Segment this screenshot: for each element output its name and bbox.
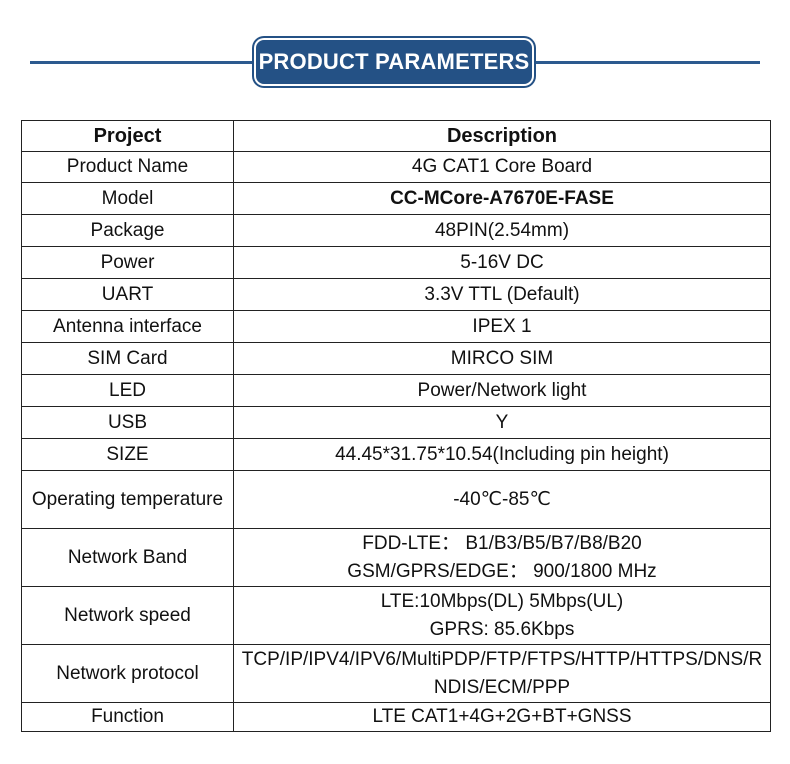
row-project-cell: SIM Card [21,342,234,375]
table-row: USB Y [21,406,771,439]
row-description-cell: TCP/IP/IPV4/IPV6/MultiPDP/FTP/FTPS/HTTP/… [233,644,771,703]
description-line: MIRCO SIM [450,347,554,369]
header-divider-left [30,61,262,64]
row-project-cell: Antenna interface [21,310,234,343]
row-description-cell: Power/Network light [233,374,771,407]
table-row: Antenna interface IPEX 1 [21,310,771,343]
row-description-cell: 4G CAT1 Core Board [233,151,771,183]
table-row: LED Power/Network light [21,374,771,407]
description-line: 4G CAT1 Core Board [411,156,593,177]
table-row: Model CC-MCore-A7670E-FASE [21,182,771,215]
description-line: Power/Network light [417,379,587,401]
table-row: UART 3.3V TTL (Default) [21,278,771,311]
row-description-cell: IPEX 1 [233,310,771,343]
description-line: -40℃-85℃ [453,488,551,510]
row-project-cell: USB [21,406,234,439]
description-line: GSM/GPRS/EDGE： 900/1800 MHz [347,560,657,582]
description-line: TCP/IP/IPV4/IPV6/MultiPDP/FTP/FTPS/HTTP/… [241,648,763,698]
description-line: 5-16V DC [460,251,544,273]
parameters-table: Project Description Product Name 4G CAT1 … [21,120,771,732]
row-description-cell: 48PIN(2.54mm) [233,214,771,247]
row-description-cell: Y [233,406,771,439]
description-line: CC-MCore-A7670E-FASE [390,187,614,209]
header-banner: PRODUCT PARAMETERS [256,40,532,84]
table-row: Power 5-16V DC [21,246,771,279]
table-header-row: Project Description [21,120,771,152]
row-description-cell: FDD-LTE： B1/B3/B5/B7/B8/B20 GSM/GPRS/EDGE… [233,528,771,587]
row-description-cell: CC-MCore-A7670E-FASE [233,182,771,215]
row-description-cell: LTE CAT1+4G+2G+BT+GNSS [233,702,771,732]
row-project-cell: Function [21,702,234,732]
row-project-cell: SIZE [21,438,234,471]
row-project-cell: Network speed [21,586,234,645]
table-row: Network Band FDD-LTE： B1/B3/B5/B7/B8/B20 G… [21,528,771,587]
table-body: Product Name 4G CAT1 Core Board Model CC-MC… [21,151,771,732]
table-row: Operating temperature -40℃-85℃ [21,470,771,529]
description-line: Y [495,411,509,433]
description-line: LTE:10Mbps(DL) 5Mbps(UL) [380,590,624,612]
row-project-cell: Network Band [21,528,234,587]
description-line: LTE CAT1+4G+2G+BT+GNSS [372,706,632,727]
description-line: FDD-LTE： B1/B3/B5/B7/B8/B20 [362,532,642,554]
description-line: GPRS: 85.6Kbps [429,618,575,640]
description-line: 44.45*31.75*10.54(Including pin height) [335,443,669,465]
table-row: Product Name 4G CAT1 Core Board [21,151,771,183]
row-project-cell: Model [21,182,234,215]
table-row: Network speed LTE:10Mbps(DL) 5Mbps(UL) GPR… [21,586,771,645]
row-project-cell: Operating temperature [21,470,234,529]
table-row: Network protocol TCP/IP/IPV4/IPV6/MultiPD… [21,644,771,703]
row-project-cell: Package [21,214,234,247]
description-line: 48PIN(2.54mm) [434,219,570,241]
row-project-cell: Power [21,246,234,279]
row-project-cell: UART [21,278,234,311]
page-title: PRODUCT PARAMETERS [258,49,530,74]
row-project-cell: LED [21,374,234,407]
table-row: Function LTE CAT1+4G+2G+BT+GNSS [21,702,771,732]
row-description-cell: LTE:10Mbps(DL) 5Mbps(UL) GPRS: 85.6Kbps [233,586,771,645]
table-row: SIM Card MIRCO SIM [21,342,771,375]
header-divider-right [528,61,760,64]
table-row: Package 48PIN(2.54mm) [21,214,771,247]
column-header-project: Project [21,120,234,152]
row-description-cell: 5-16V DC [233,246,771,279]
row-description-cell: MIRCO SIM [233,342,771,375]
table-row: SIZE 44.45*31.75*10.54(Including pin heig… [21,438,771,471]
column-header-description: Description [233,120,771,152]
description-line: IPEX 1 [472,315,532,337]
row-description-cell: 44.45*31.75*10.54(Including pin height) [233,438,771,471]
row-project-cell: Network protocol [21,644,234,703]
description-line: 3.3V TTL (Default) [424,283,580,305]
row-description-cell: -40℃-85℃ [233,470,771,529]
row-description-cell: 3.3V TTL (Default) [233,278,771,311]
row-project-cell: Product Name [21,151,234,183]
